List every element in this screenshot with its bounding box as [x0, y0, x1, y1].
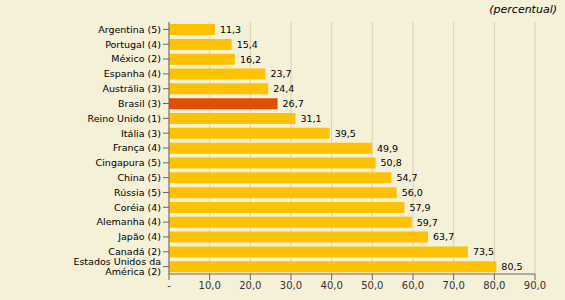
svg-text:70,0: 70,0 [443, 280, 465, 291]
svg-text:40,0: 40,0 [321, 280, 343, 291]
svg-text:Alemanha (4): Alemanha (4) [97, 216, 161, 227]
svg-text:Reino Unido (1): Reino Unido (1) [88, 113, 161, 124]
svg-text:-: - [167, 280, 171, 291]
svg-text:90,0: 90,0 [524, 280, 546, 291]
svg-text:11,3: 11,3 [220, 24, 241, 35]
svg-text:Argentina (5): Argentina (5) [98, 24, 161, 35]
svg-text:59,7: 59,7 [417, 217, 438, 228]
svg-text:16,2: 16,2 [240, 54, 261, 65]
svg-text:10,0: 10,0 [199, 280, 221, 291]
svg-text:63,7: 63,7 [433, 231, 454, 242]
svg-text:49,9: 49,9 [377, 143, 398, 154]
svg-text:Itália (3): Itália (3) [121, 128, 161, 139]
svg-text:56,0: 56,0 [402, 187, 423, 198]
svg-text:73,5: 73,5 [473, 246, 494, 257]
svg-text:Coréia (4): Coréia (4) [114, 202, 161, 213]
svg-text:60,0: 60,0 [402, 280, 424, 291]
svg-text:80,5: 80,5 [501, 261, 522, 272]
svg-text:31,1: 31,1 [300, 113, 321, 124]
html-text:(percentual): (percentual) [489, 3, 557, 16]
svg-text:57,9: 57,9 [409, 202, 430, 213]
svg-text:Portugal (4): Portugal (4) [105, 39, 161, 50]
svg-text:26,7: 26,7 [283, 98, 304, 109]
svg-text:Espanha (4): Espanha (4) [104, 68, 161, 79]
svg-text:Austrália (3): Austrália (3) [103, 83, 162, 94]
svg-text:México (2): México (2) [111, 53, 161, 64]
svg-text:80,0: 80,0 [483, 280, 505, 291]
svg-text:Cingapura (5): Cingapura (5) [96, 157, 161, 168]
svg-text:24,4: 24,4 [273, 83, 294, 94]
svg-text:Canadá (2): Canadá (2) [108, 246, 161, 257]
svg-text:23,7: 23,7 [270, 68, 291, 79]
svg-text:Brasil (3): Brasil (3) [118, 98, 161, 109]
svg-text:Estados Unidos daAmérica (2): Estados Unidos daAmérica (2) [73, 256, 161, 277]
svg-text:China (5): China (5) [117, 172, 161, 183]
svg-text:50,8: 50,8 [381, 157, 402, 168]
svg-text:França (4): França (4) [113, 142, 161, 153]
svg-text:30,0: 30,0 [280, 280, 302, 291]
svg-text:15,4: 15,4 [237, 39, 258, 50]
svg-text:Rússia (5): Rússia (5) [114, 187, 161, 198]
svg-text:39,5: 39,5 [335, 128, 356, 139]
svg-text:Japão (4): Japão (4) [117, 231, 161, 242]
svg-text:54,7: 54,7 [396, 172, 417, 183]
svg-text:50,0: 50,0 [361, 280, 383, 291]
svg-text:20,0: 20,0 [239, 280, 261, 291]
